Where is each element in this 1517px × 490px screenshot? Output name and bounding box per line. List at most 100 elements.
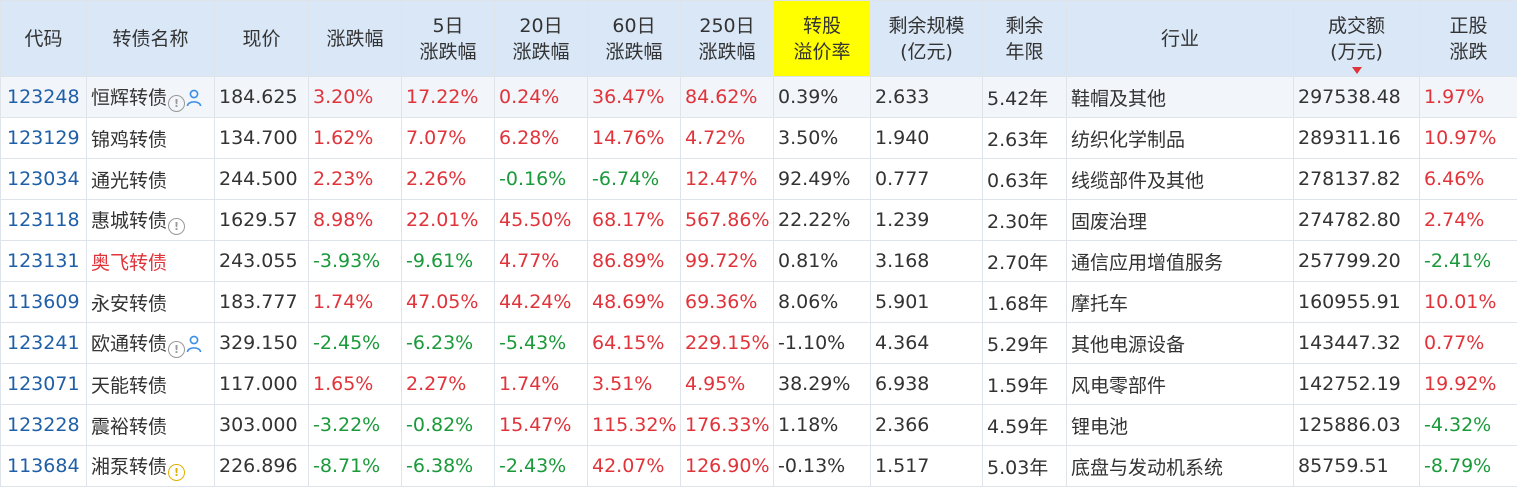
column-header-chg20[interactable]: 20日 涨跌幅 (494, 0, 588, 77)
cell-code[interactable]: 123248 (0, 76, 87, 118)
cell-scale: 3.168 (870, 240, 983, 282)
cell-text: 5.29年 (987, 333, 1049, 356)
cell-text: 44.24% (499, 291, 572, 313)
table-row[interactable]: 123129 锦鸡转债 134.700 1.62% 7.07% 6.28% 14.76% 4.… (0, 117, 1517, 159)
cell-chg5: -9.61% (401, 240, 495, 282)
info-icon[interactable]: ! (168, 94, 186, 112)
cell-text: 47.05% (406, 291, 479, 313)
table-row[interactable]: 123248 恒辉转债! 184.625 3.20% 17.22% 0.24% 36.47%… (0, 76, 1517, 118)
cell-text: 243.055 (219, 250, 298, 272)
cell-text: -6.74% (592, 168, 660, 190)
cell-code[interactable]: 123118 (0, 199, 87, 241)
cell-name[interactable]: 永安转债 (86, 281, 215, 323)
cell-years: 2.30年 (982, 199, 1067, 241)
column-header-label: 250日 涨跌幅 (698, 14, 756, 63)
cell-code[interactable]: 123131 (0, 240, 87, 282)
cell-chg250: 99.72% (680, 240, 774, 282)
column-header-name[interactable]: 转债名称 (86, 0, 215, 77)
cell-text: 2.26% (406, 168, 467, 190)
column-header-premium[interactable]: 转股 溢价率 (773, 0, 871, 77)
cell-text: -5.43% (499, 332, 567, 354)
column-header-scale[interactable]: 剩余规模 (亿元) (870, 0, 983, 77)
column-header-label: 正股 涨跌 (1449, 14, 1488, 63)
table-row[interactable]: 113609 永安转债 183.777 1.74% 47.05% 44.24% 48.69%… (0, 281, 1517, 323)
cell-chg5: 2.27% (401, 363, 495, 405)
table-row[interactable]: 123034 通光转债 244.500 2.23% 2.26% -0.16% -6.74% 1… (0, 158, 1517, 200)
column-header-turnover[interactable]: 成交额 (万元) (1293, 0, 1420, 77)
cell-code[interactable]: 123129 (0, 117, 87, 159)
cell-scale: 4.364 (870, 322, 983, 364)
person-icon[interactable] (186, 89, 202, 107)
cell-chg: -8.71% (308, 445, 402, 487)
cell-chg60: 3.51% (587, 363, 681, 405)
column-header-chg250[interactable]: 250日 涨跌幅 (680, 0, 774, 77)
column-header-industry[interactable]: 行业 (1066, 0, 1294, 77)
column-header-chg[interactable]: 涨跌幅 (308, 0, 402, 77)
cell-code[interactable]: 123228 (0, 404, 87, 446)
cell-premium: 0.39% (773, 76, 871, 118)
cell-stock_chg: 0.77% (1419, 322, 1517, 364)
table-row[interactable]: 123241 欧通转债! 329.150 -2.45% -6.23% -5.43% 64.1… (0, 322, 1517, 364)
person-icon[interactable] (186, 335, 202, 353)
cell-premium: -0.13% (773, 445, 871, 487)
cell-name[interactable]: 锦鸡转债 (86, 117, 215, 159)
cell-chg250: 126.90% (680, 445, 774, 487)
cell-name[interactable]: 震裕转债 (86, 404, 215, 446)
cell-text: 1.97% (1424, 86, 1485, 108)
column-header-label: 剩余 年限 (1005, 14, 1044, 63)
cell-years: 1.68年 (982, 281, 1067, 323)
cell-name[interactable]: 欧通转债! (86, 322, 215, 364)
cell-chg: -3.22% (308, 404, 402, 446)
cell-text: 17.22% (406, 86, 479, 108)
cell-name[interactable]: 惠城转债! (86, 199, 215, 241)
cell-name[interactable]: 奥飞转债 (86, 240, 215, 282)
cell-turnover: 257799.20 (1293, 240, 1420, 282)
cell-chg60: 36.47% (587, 76, 681, 118)
cell-text: 惠城转债 (91, 209, 168, 232)
cell-code[interactable]: 113684 (0, 445, 87, 487)
cell-scale: 1.940 (870, 117, 983, 159)
table-row[interactable]: 123071 天能转债 117.000 1.65% 2.27% 1.74% 3.51% 4.9… (0, 363, 1517, 405)
cell-text: 36.47% (592, 86, 665, 108)
cell-price: 329.150 (214, 322, 309, 364)
table-row[interactable]: 123131 奥飞转债 243.055 -3.93% -9.61% 4.77% 86.89%… (0, 240, 1517, 282)
cell-text: -8.71% (313, 455, 381, 477)
column-header-price[interactable]: 现价 (214, 0, 309, 77)
cell-name[interactable]: 湘泵转债! (86, 445, 215, 487)
cell-code[interactable]: 113609 (0, 281, 87, 323)
cell-text: 0.77% (1424, 332, 1485, 354)
cell-chg: 1.62% (308, 117, 402, 159)
cell-text: 4.95% (685, 373, 746, 395)
cell-code[interactable]: 123241 (0, 322, 87, 364)
column-header-code[interactable]: 代码 (0, 0, 87, 77)
cell-text: 2.27% (406, 373, 467, 395)
cell-chg: 3.20% (308, 76, 402, 118)
cell-chg5: 2.26% (401, 158, 495, 200)
column-header-label: 成交额 (万元) (1327, 14, 1385, 63)
cell-code[interactable]: 123071 (0, 363, 87, 405)
info-icon[interactable]: ! (168, 340, 186, 358)
info-icon[interactable]: ! (168, 217, 186, 235)
cell-industry: 固废治理 (1066, 199, 1294, 241)
cell-code[interactable]: 123034 (0, 158, 87, 200)
column-header-years[interactable]: 剩余 年限 (982, 0, 1067, 77)
table-body: 123248 恒辉转债! 184.625 3.20% 17.22% 0.24% 36.47%… (0, 76, 1517, 487)
table-row[interactable]: 113684 湘泵转债! 226.896 -8.71% -6.38% -2.43% 42.0… (0, 445, 1517, 487)
cell-text: 85759.51 (1298, 455, 1389, 477)
cell-text: 143447.32 (1298, 332, 1401, 354)
column-header-chg60[interactable]: 60日 涨跌幅 (587, 0, 681, 77)
cell-name[interactable]: 恒辉转债! (86, 76, 215, 118)
cell-text: 126.90% (685, 455, 770, 477)
cell-text: 123071 (7, 373, 80, 395)
column-header-stock_chg[interactable]: 正股 涨跌 (1419, 0, 1517, 77)
cell-industry: 线缆部件及其他 (1066, 158, 1294, 200)
cell-name[interactable]: 通光转债 (86, 158, 215, 200)
table-row[interactable]: 123118 惠城转债! 1629.57 8.98% 22.01% 45.50% 68.17… (0, 199, 1517, 241)
warning-icon[interactable]: ! (168, 463, 186, 481)
cell-name[interactable]: 天能转债 (86, 363, 215, 405)
column-header-chg5[interactable]: 5日 涨跌幅 (401, 0, 495, 77)
table-row[interactable]: 123228 震裕转债 303.000 -3.22% -0.82% 15.47% 115.3… (0, 404, 1517, 446)
cell-text: 134.700 (219, 127, 298, 149)
cell-text: -3.93% (313, 250, 381, 272)
cell-text: 4.59年 (987, 415, 1049, 438)
